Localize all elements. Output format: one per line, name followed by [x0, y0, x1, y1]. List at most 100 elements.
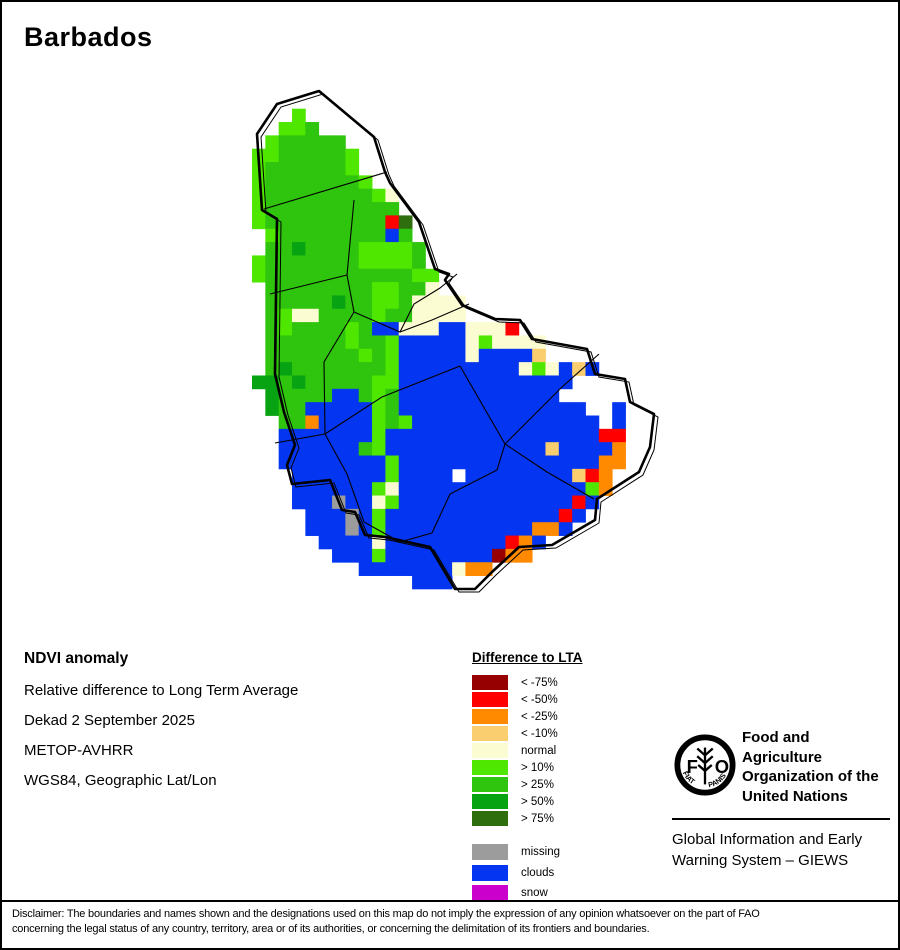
legend-extra: missing clouds snow — [472, 842, 662, 904]
raster-cell — [478, 428, 493, 443]
legend-row: > 10% — [472, 759, 662, 776]
raster-cell — [558, 522, 573, 536]
raster-cell — [518, 415, 533, 430]
raster-cell — [385, 282, 400, 296]
raster-cell — [398, 522, 413, 536]
legend-swatch — [472, 844, 508, 861]
raster-cell — [385, 215, 400, 230]
raster-cell — [318, 522, 333, 536]
raster-cell — [345, 282, 360, 296]
raster-cell — [438, 362, 453, 376]
raster-cell — [505, 388, 520, 403]
raster-cell — [292, 242, 306, 256]
raster-cell — [332, 375, 346, 390]
raster-cell — [292, 322, 306, 336]
parish-boundary-path — [346, 199, 355, 276]
raster-cell — [318, 402, 333, 416]
raster-cell — [385, 482, 400, 496]
raster-cell — [318, 362, 333, 376]
raster-cell — [358, 268, 373, 283]
raster-cell — [292, 468, 306, 483]
raster-cell — [425, 362, 440, 376]
legend-row: > 75% — [472, 810, 662, 827]
raster-cell — [585, 428, 600, 443]
legend-label: normal — [521, 744, 557, 757]
raster-cell — [318, 242, 333, 256]
raster-cell — [278, 348, 293, 363]
legend-swatch — [472, 692, 508, 707]
raster-cell — [452, 362, 466, 376]
raster-cell — [332, 162, 346, 176]
raster-cell — [452, 348, 466, 363]
raster-cell — [372, 335, 386, 350]
raster-cell — [492, 548, 506, 563]
legend-row: > 50% — [472, 793, 662, 810]
raster-cell — [398, 415, 413, 430]
raster-cell — [385, 295, 400, 310]
raster-cell — [425, 388, 440, 403]
raster-cell — [438, 415, 453, 430]
raster-cell — [318, 388, 333, 403]
raster-cell — [372, 508, 386, 523]
fao-logo-letter-f: F — [687, 756, 698, 777]
raster-cell — [358, 375, 373, 390]
raster-cell — [572, 455, 586, 470]
raster-cell — [318, 375, 333, 390]
parish-boundary-path — [399, 273, 458, 333]
raster-cell — [558, 468, 573, 483]
raster-cell — [412, 322, 426, 336]
raster-cell — [385, 508, 400, 523]
raster-cell — [478, 508, 493, 523]
fao-logo-letter-o: O — [715, 756, 729, 777]
raster-cell — [452, 535, 466, 550]
raster-cell — [278, 162, 293, 176]
raster-cell — [292, 282, 306, 296]
raster-cell — [318, 442, 333, 456]
raster-cell — [585, 415, 600, 430]
raster-cell — [385, 442, 400, 456]
raster-cell — [318, 215, 333, 230]
wheat-ear-icon — [696, 747, 714, 785]
raster-cell — [332, 535, 346, 550]
raster-cell — [305, 442, 320, 456]
raster-cell — [372, 442, 386, 456]
raster-cell — [492, 375, 506, 390]
raster-cell — [532, 375, 546, 390]
raster-cell — [478, 335, 493, 350]
giews-name: Global Information and Early Warning Sys… — [672, 829, 892, 871]
raster-cell — [558, 428, 573, 443]
raster-cell — [372, 295, 386, 310]
raster-cell — [345, 535, 360, 550]
legend-label: > 50% — [521, 795, 554, 808]
raster-cell — [558, 495, 573, 510]
parish-boundary-path — [504, 353, 600, 445]
raster-cell — [505, 455, 520, 470]
raster-cell — [465, 468, 480, 483]
raster-cell — [545, 388, 560, 403]
raster-cell — [465, 535, 480, 550]
raster-cell — [518, 388, 533, 403]
raster-cell — [545, 375, 560, 390]
legend-label: clouds — [521, 866, 555, 879]
raster-cell — [292, 228, 306, 243]
raster-cell — [372, 415, 386, 430]
raster-cell — [465, 362, 480, 376]
raster-cell — [558, 442, 573, 456]
giews-line: Warning System – GIEWS — [672, 852, 849, 869]
raster-cell — [305, 348, 320, 363]
raster-cell — [358, 548, 373, 563]
legend-swatch — [472, 777, 508, 792]
raster-cell — [305, 482, 320, 496]
raster-cell — [452, 442, 466, 456]
raster-cell — [425, 468, 440, 483]
raster-cell — [425, 348, 440, 363]
raster-cell — [332, 295, 346, 310]
raster-cell — [318, 188, 333, 203]
raster-cell — [372, 228, 386, 243]
coastline-offset-path — [260, 93, 659, 593]
raster-cell — [332, 215, 346, 230]
raster-cell — [398, 362, 413, 376]
raster-cell — [292, 348, 306, 363]
raster-cell — [385, 388, 400, 403]
raster-cell — [505, 508, 520, 523]
